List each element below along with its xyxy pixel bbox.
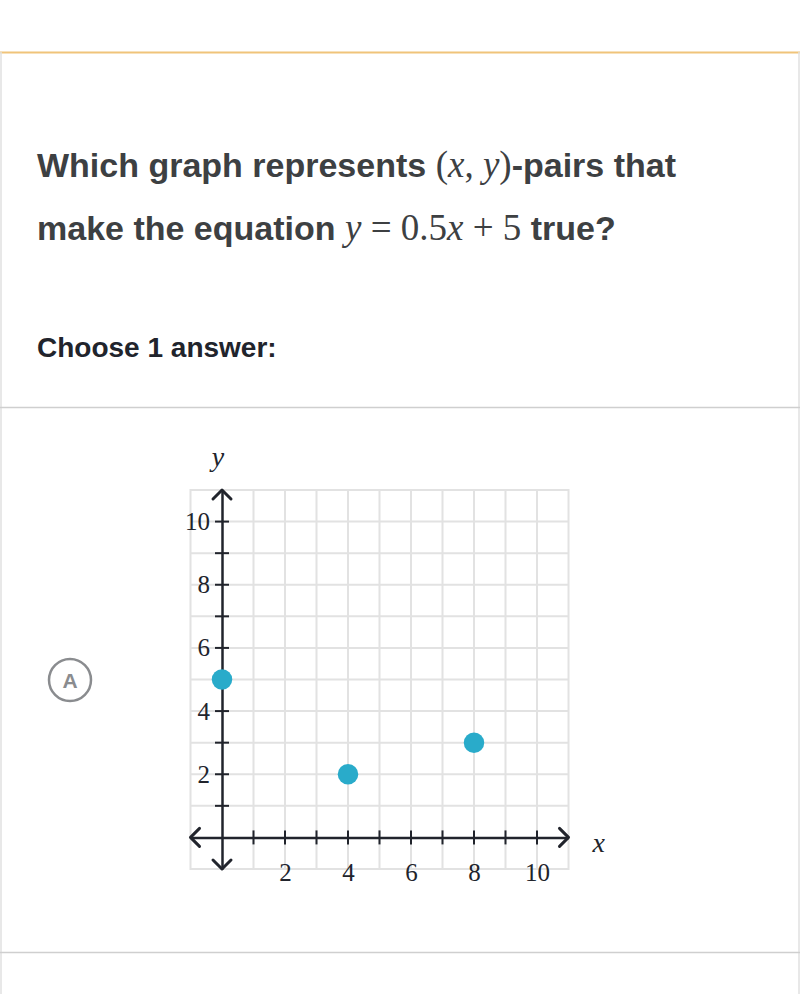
grid-line <box>191 710 569 712</box>
x-tick: 6 <box>405 837 418 886</box>
choice-label[interactable]: A <box>62 669 77 692</box>
x-tick-mark <box>253 830 255 844</box>
x-tick-label: 4 <box>342 859 355 886</box>
x-tick-mark <box>473 830 475 844</box>
grid-line <box>191 805 569 807</box>
y-tick-mark <box>215 615 229 617</box>
x-axis-label: x <box>592 827 606 858</box>
grid-line <box>191 584 569 586</box>
choice-circle[interactable] <box>49 659 91 701</box>
y-tick-mark <box>215 584 229 586</box>
x-tick-mark <box>410 830 412 844</box>
point <box>212 669 232 689</box>
chart: 2 4 6 8 10 2 4 6 8 10 x y <box>185 441 606 886</box>
y-tick-mark <box>215 521 229 523</box>
grid-line <box>191 773 569 775</box>
axis-arrow <box>191 828 200 846</box>
x-tick-mark <box>347 830 349 844</box>
divider <box>0 952 800 954</box>
x-tick-label: 8 <box>468 859 481 886</box>
grid-line <box>191 679 569 681</box>
y-tick-mark <box>215 552 229 554</box>
math-segment: y <box>341 207 362 248</box>
x-tick-mark <box>316 830 318 844</box>
point <box>464 732 484 752</box>
divider <box>0 407 800 409</box>
grid-line <box>191 742 569 744</box>
points <box>212 669 484 784</box>
math-segment: + 5 <box>463 207 521 248</box>
math-segment: ( <box>436 144 448 186</box>
x-tick-label: 2 <box>279 859 292 886</box>
question-text: -pairs that <box>512 146 676 184</box>
y-axis-label: y <box>209 441 225 472</box>
x-tick: 2 <box>279 837 292 886</box>
plot-frame <box>191 490 569 869</box>
x-tick-mark <box>505 830 507 844</box>
x-tick: 4 <box>342 837 355 886</box>
x-tick-mark <box>379 830 381 844</box>
math: y = 0.5x + 5 <box>341 207 521 248</box>
question-text: make the equation <box>37 209 345 247</box>
x-tick-mark <box>442 830 444 844</box>
question-line: Which graph represents (x, y)-pairs that <box>37 144 676 186</box>
math-segment: x <box>447 144 465 185</box>
instruction: Choose 1 answer: <box>37 332 277 363</box>
axis-arrows <box>191 490 569 869</box>
y-tick-mark <box>215 710 229 712</box>
axis-arrow <box>213 860 231 869</box>
y-tick-mark <box>215 805 229 807</box>
x-tick-label: 10 <box>525 859 550 886</box>
grid <box>191 490 569 869</box>
y-tick-label: 4 <box>198 698 211 725</box>
question-text: Which graph represents <box>37 146 436 184</box>
x-axis: 2 4 6 8 10 <box>191 837 569 886</box>
question-line: make the equation y = 0.5x + 5 true? <box>37 207 616 248</box>
y-tick-label: 6 <box>198 634 211 661</box>
math-segment: y <box>479 144 500 185</box>
page: Which graph represents (x, y)-pairs that… <box>0 0 800 994</box>
card-right-border <box>798 52 800 994</box>
y-tick-mark <box>215 742 229 744</box>
y-tick-mark <box>215 647 229 649</box>
question-text: true? <box>521 209 615 247</box>
grid-line <box>191 521 569 523</box>
grid-line <box>191 552 569 554</box>
math: (x, y) <box>436 144 512 186</box>
x-tick-mark <box>536 830 538 844</box>
y-tick-label: 10 <box>185 508 210 535</box>
card-top-border <box>0 52 800 54</box>
choice-a[interactable]: A <box>49 659 91 701</box>
x-tick: 10 <box>525 837 550 886</box>
math-segment: ) <box>499 144 511 186</box>
y-tick-label: 2 <box>198 761 211 788</box>
tick-marks <box>215 522 537 845</box>
grid-line <box>191 647 569 649</box>
point <box>338 764 358 784</box>
math-segment: = 0.5 <box>361 207 447 248</box>
grid-line <box>191 615 569 617</box>
card-left-border <box>0 52 2 994</box>
x-tick: 8 <box>468 837 481 886</box>
y-tick-label: 8 <box>198 571 211 598</box>
axis-arrow <box>213 490 231 499</box>
y-tick-mark <box>215 773 229 775</box>
x-tick-label: 6 <box>405 859 418 886</box>
x-tick-mark <box>284 830 286 844</box>
math-segment: x <box>446 207 464 248</box>
axis-arrow <box>560 828 569 846</box>
math-segment: , <box>464 144 483 185</box>
